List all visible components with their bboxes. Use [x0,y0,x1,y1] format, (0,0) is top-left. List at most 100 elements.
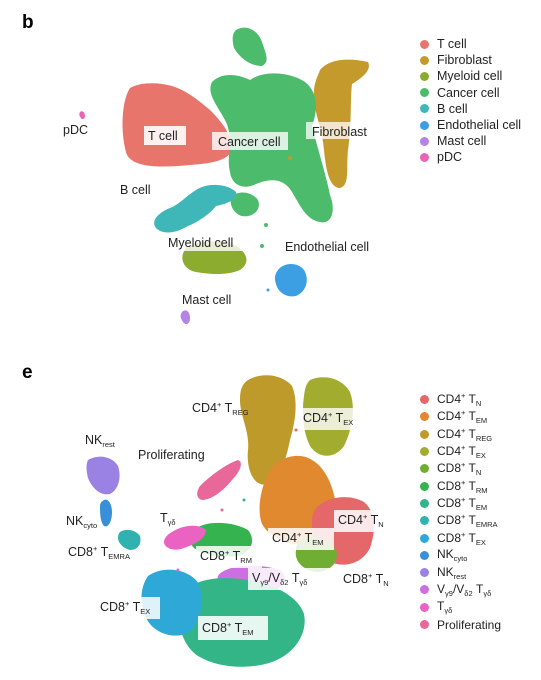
legend-swatch [420,88,429,98]
legend-swatch [420,464,429,474]
legend-swatch [420,120,429,130]
legend-item: NKcyto [420,547,501,564]
label-nk-cyto: NKcyto [66,514,97,530]
cluster-proliferating [197,460,241,500]
legend-label: Cancer cell [437,85,500,100]
legend-item: CD4+ TREG [420,426,501,443]
legend-label: Endothelial cell [437,118,522,133]
legend-swatch [420,585,429,595]
label-cd4-treg: CD4+ TREG [192,400,249,417]
panel-b-letter: b [22,12,34,33]
scatter-dot [220,508,224,512]
panel-e-labels: CD4+ TREG CD4+ TEX NKrest Proliferating … [66,400,389,640]
legend-label: CD4+ TN [437,391,482,409]
cluster-cd8-temra [118,529,141,550]
legend-label: CD8+ TEMRA [437,512,498,530]
legend-item: CD8+ TEMRA [420,512,501,529]
cluster-cancer-cell-3 [230,192,259,217]
label-cd4-tn: CD4+ TN [338,512,384,529]
scatter-dot [176,568,180,572]
legend-item: CD4+ TEM [420,408,501,425]
cluster-t-cell [122,83,232,167]
legend-label: CD8+ TRM [437,477,488,495]
legend-swatch [420,152,429,162]
label-cd4-tex: CD4+ TEX [303,410,353,427]
cluster-nk-rest [86,456,120,495]
legend-swatch [420,516,429,526]
legend-item: Mast cell [420,133,521,149]
panel-b-legend: T cell Fibroblast Myeloid cell Cancer cell B… [420,36,521,166]
legend-item: CD4+ TEX [420,443,501,460]
legend-label: Proliferating [437,617,502,632]
legend-item: T cell [420,36,521,52]
label-vg9vd2: Vγ9/Vδ2 Tγδ [252,571,307,587]
legend-label: Myeloid cell [437,69,503,84]
legend-label: Tγδ [437,599,453,616]
label-mast-cell: Mast cell [182,293,231,307]
legend-swatch [420,568,429,578]
cluster-cancer-cell [232,27,267,66]
cluster-mast-cell [180,310,190,325]
scatter-dot [294,428,298,432]
label-cancer-cell: Cancer cell [218,135,281,149]
legend-label: CD8+ TN [437,460,482,478]
legend-swatch [420,55,429,65]
legend-item: CD8+ TRM [420,477,501,495]
cluster-cd8-tex [141,569,202,636]
legend-swatch [420,602,429,612]
label-cd8-tem: CD8+ TEM [202,620,254,637]
legend-swatch [420,71,429,81]
label-nk-rest: NKrest [85,433,116,449]
legend-swatch [420,412,429,422]
legend-swatch [420,39,429,49]
label-tgd: Tγδ [160,511,176,527]
label-cd8-tn: CD8+ TN [343,571,389,588]
legend-item: Endothelial cell [420,117,521,133]
panel-e-letter: e [22,362,33,383]
label-t-cell: T cell [148,129,178,143]
label-myeloid-cell: Myeloid cell [168,236,233,250]
legend-label: CD4+ TEX [437,443,486,461]
legend-label: Mast cell [437,134,487,149]
legend-label: CD4+ TEM [437,408,488,426]
label-fibroblast: Fibroblast [312,125,367,139]
scatter-dot [266,288,270,292]
legend-label: T cell [437,37,467,52]
legend-label: Fibroblast [437,53,492,68]
legend-item: B cell [420,101,521,117]
legend-swatch [420,104,429,114]
cluster-pdc [79,111,85,120]
scatter-dot [242,498,246,502]
label-cd4-tem: CD4+ TEM [272,530,324,547]
legend-item: CD8+ TEM [420,495,501,512]
cluster-endothelial-cell [274,264,307,297]
legend-swatch [420,620,429,629]
cluster-tgd [164,525,206,550]
legend-item: Vγ9/Vδ2 Tγδ [420,581,501,598]
cluster-nk-cyto [100,499,112,527]
label-cd8-trm: CD8+ TRM [200,548,252,565]
legend-label: NKrest [437,564,467,581]
panel-e-umap: CD4+ TREG CD4+ TEX NKrest Proliferating … [50,372,410,672]
legend-swatch [420,550,429,560]
legend-item: pDC [420,149,521,165]
scatter-dot [260,244,264,248]
legend-item: Proliferating [420,616,501,633]
legend-item: Fibroblast [420,52,521,68]
legend-label: B cell [437,101,468,116]
legend-label: CD4+ TREG [437,425,493,443]
cluster-b-cell [154,184,237,233]
scatter-dot [288,156,292,160]
legend-item: Myeloid cell [420,68,521,84]
legend-swatch [420,136,429,146]
legend-swatch [420,395,429,405]
legend-item: CD4+ TN [420,391,501,408]
legend-item: Tγδ [420,599,501,616]
panel-b-labels: T cell Fibroblast Cancer cell pDC B cell… [63,122,369,307]
label-endothelial-cell: Endothelial cell [285,240,369,254]
legend-label: NKcyto [437,547,468,564]
legend-swatch [420,533,429,543]
label-b-cell: B cell [120,183,151,197]
legend-swatch [420,498,429,508]
label-pdc: pDC [63,123,88,137]
